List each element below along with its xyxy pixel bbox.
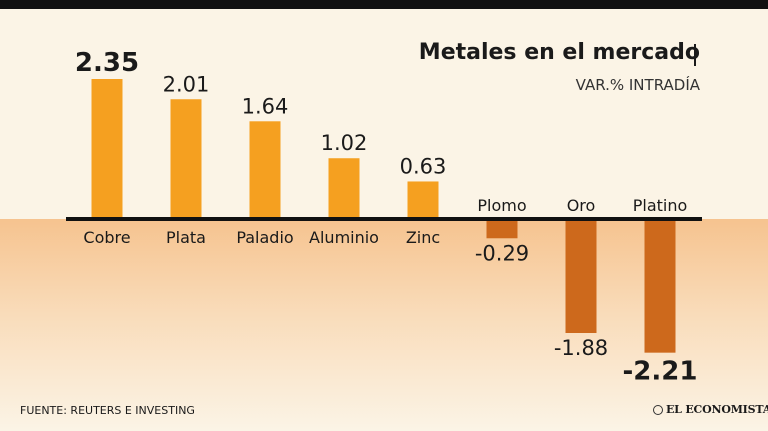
category-label-platino: Platino	[633, 196, 688, 215]
globe-icon	[653, 404, 663, 415]
category-label-plata: Plata	[166, 228, 206, 247]
chart-title: Metales en el mercado	[418, 40, 700, 65]
category-label-aluminio: Aluminio	[309, 228, 379, 247]
category-label-plomo: Plomo	[477, 196, 526, 215]
value-label-paladio: 1.64	[242, 94, 289, 118]
category-label-cobre: Cobre	[83, 228, 130, 247]
source-note: FUENTE: REUTERS E INVESTING	[20, 404, 195, 417]
logo-text: EL ECONOMISTA	[666, 403, 768, 416]
value-label-plomo: -0.29	[475, 241, 529, 265]
value-label-zinc: 0.63	[400, 154, 447, 178]
negative-area-background	[0, 219, 768, 431]
top-band	[0, 0, 768, 9]
bar-platino	[644, 221, 676, 353]
value-label-aluminio: 1.02	[321, 131, 368, 155]
value-label-plata: 2.01	[163, 72, 210, 96]
value-label-oro: -1.88	[554, 336, 608, 360]
category-label-paladio: Paladio	[236, 228, 293, 247]
bar-oro	[565, 221, 597, 333]
value-label-cobre: 2.35	[75, 48, 139, 78]
bar-cobre	[91, 79, 123, 219]
publisher-logo: EL ECONOMISTA	[653, 403, 768, 416]
bar-aluminio	[328, 158, 360, 219]
bar-plata	[170, 99, 202, 219]
bar-plomo	[486, 221, 518, 239]
title-divider	[694, 44, 696, 66]
bar-paladio	[249, 121, 281, 219]
category-label-zinc: Zinc	[406, 228, 440, 247]
category-label-oro: Oro	[567, 196, 596, 215]
bar-zinc	[407, 181, 439, 219]
value-label-platino: -2.21	[623, 357, 698, 387]
chart-subtitle: VAR.% INTRADÍA	[575, 76, 700, 94]
zero-baseline	[66, 217, 702, 221]
